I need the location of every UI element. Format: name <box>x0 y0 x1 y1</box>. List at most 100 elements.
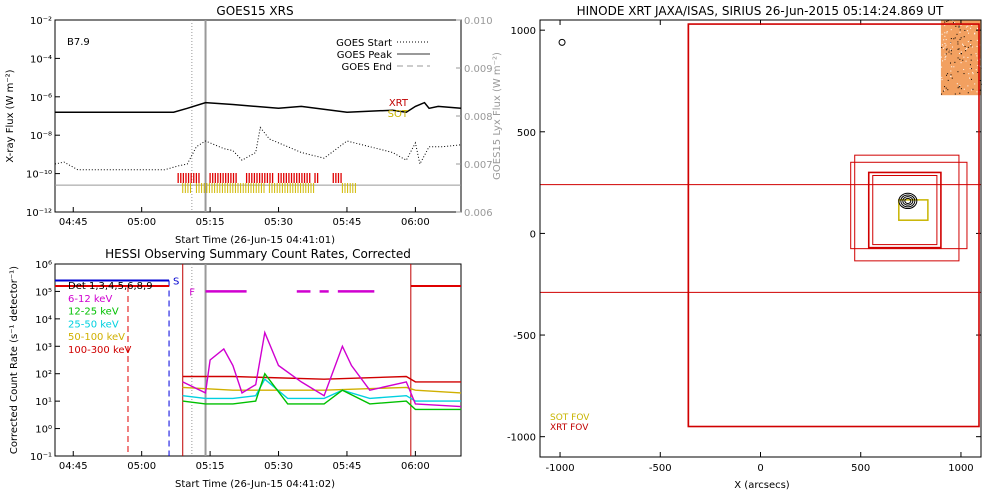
map-y-tick-label: -1000 <box>507 433 536 444</box>
xrt-image-pixel <box>954 22 956 24</box>
xrt-image-pixel <box>944 89 946 91</box>
goes-title: GOES15 XRS <box>216 4 293 18</box>
map-xlabel: X (arcsecs) <box>734 480 790 491</box>
goes-y-right-tick-label: 0.006 <box>464 208 493 219</box>
xrt-fov-box <box>850 161 968 250</box>
hessi-series-25-50-kev <box>182 378 461 402</box>
map-x-tick-label: 500 <box>851 463 870 474</box>
hessi-x-tick-label: 04:45 <box>59 461 88 472</box>
hessi-y-tick-label: 10³ <box>35 342 52 353</box>
goes-legend-label: GOES Peak <box>337 50 392 61</box>
map-plot-content: -1000 -500 0 500 1000 1000 500 0 -500 -1000 SOT FO… <box>507 20 982 474</box>
xrt-image-pixel <box>947 89 949 91</box>
xrt-image-pixel <box>942 47 944 49</box>
xrt-image-pixel <box>950 53 952 55</box>
map-x-tick-label: -1000 <box>546 463 575 474</box>
map-contour <box>902 196 914 206</box>
xrt-image-pixel <box>944 35 946 37</box>
hessi-series-6-12-kev <box>182 330 462 408</box>
hessi-y-tick-label: 10⁰ <box>35 425 52 436</box>
xrt-image-pixel <box>945 49 947 51</box>
goes-plot-content: 04:45 05:00 05:15 05:30 05:45 06:00 10⁻² 10⁻⁴ 10… <box>26 16 493 228</box>
hessi-series-12-25-kev <box>182 372 461 411</box>
xrt-image-pixel <box>950 29 952 31</box>
map-fov-legend-xrt-fov: XRT FOV <box>550 423 589 433</box>
xrt-image-pixel <box>946 48 948 50</box>
xrt-image-pixel <box>958 48 960 50</box>
xrt-image-pixel <box>958 26 960 28</box>
map-y-tick-label: -500 <box>513 331 536 342</box>
hessi-x-tick-label: 05:30 <box>264 461 293 472</box>
map-contour <box>900 194 916 208</box>
xrt-image-pixel <box>958 25 960 27</box>
hessi-y-tick-label: 10⁵ <box>35 287 52 298</box>
xrt-image-pixel <box>944 32 946 34</box>
goes-annotation: B7.9 <box>67 37 90 48</box>
goes-y-right-tick-label: 0.009 <box>464 64 493 75</box>
xrt-image-pixel <box>950 50 952 52</box>
xrt-image-pixel <box>968 73 970 75</box>
xrt-image-pixel <box>974 32 976 34</box>
xrt-image-pixel <box>960 62 962 64</box>
map-contour <box>904 197 912 204</box>
hessi-panel: HESSI Observing Summary Count Rates, Cor… <box>9 247 462 490</box>
xrt-image-pixel <box>965 50 967 52</box>
hessi-y-tick-label: 10² <box>35 370 52 381</box>
xrt-image-pixel <box>958 86 960 88</box>
xrt-image-pixel <box>977 71 979 73</box>
xrt-image-pixel <box>967 30 969 32</box>
hessi-legend-100-300-kev: 100-300 keV <box>68 345 132 356</box>
goes-y-tick-label: 10⁻⁴ <box>30 54 52 65</box>
xrt-image-pixel <box>941 93 943 95</box>
xrt-image-pixel <box>970 54 972 56</box>
goes-x-tick-label: 05:00 <box>127 217 156 228</box>
map-y-tick-label: 1000 <box>511 26 536 37</box>
xrt-image-pixel <box>976 55 978 57</box>
hessi-plot-content: 04:45 05:00 05:15 05:30 05:45 06:00 10⁶ 10⁵ 10⁴ 1… <box>30 260 462 472</box>
xrt-image-pixel <box>953 38 955 40</box>
xrt-image-pixel <box>977 59 979 61</box>
hessi-legend-det-1-3-4-5-6-8-9: Det 1,3,4,5,6,8,9 <box>68 281 153 292</box>
map-x-tick-label: 0 <box>757 463 763 474</box>
xrt-image-pixel <box>956 83 958 85</box>
xrt-image-pixel <box>976 91 978 93</box>
xrt-image-pixel <box>942 60 944 62</box>
xrt-image-pixel <box>963 36 965 38</box>
xrt-image-pixel <box>946 20 948 22</box>
xrt-image-pixel <box>945 87 947 89</box>
xrt-image-pixel <box>960 37 962 39</box>
xrt-image-pixel <box>953 22 955 24</box>
xrt-fov-box <box>872 174 938 246</box>
xrt-image-pixel <box>966 47 968 49</box>
xrt-image-pixel <box>959 92 961 94</box>
xrt-image-pixel <box>950 70 952 72</box>
hessi-legend-6-12-kev: 6-12 keV <box>68 294 112 305</box>
xrt-image-pixel <box>964 29 966 31</box>
xrt-image-pixel <box>959 58 961 60</box>
xrt-image-pixel <box>944 86 946 88</box>
xrt-image-pixel <box>950 42 952 44</box>
goes-series-goes-long <box>55 101 462 113</box>
xrt-image-pixel <box>957 43 959 45</box>
xrt-image-pixel <box>957 48 959 50</box>
goes-y-tick-label: 10⁻² <box>30 16 52 27</box>
xrt-image-pixel <box>952 20 954 22</box>
hessi-title: HESSI Observing Summary Count Rates, Cor… <box>105 247 411 261</box>
xrt-image-pixel <box>970 59 972 61</box>
xrt-image-pixel <box>950 75 952 77</box>
xrt-image-pixel <box>941 33 943 35</box>
map-x-tick-label: -500 <box>649 463 672 474</box>
xrt-image-pixel <box>947 79 949 81</box>
goes-xlabel: Start Time (26-Jun-15 04:41:01) <box>175 235 335 246</box>
xrt-image-pixel <box>958 53 960 55</box>
xrt-image-pixel <box>974 33 976 35</box>
goes-y-right-tick-label: 0.007 <box>464 160 493 171</box>
xrt-image-pixel <box>965 26 967 28</box>
xrt-image-pixel <box>949 62 951 64</box>
map-fov-legend-sot-fov: SOT FOV <box>550 413 590 423</box>
xrt-image-pixel <box>941 66 943 68</box>
goes-y-right-tick-label: 0.010 <box>464 16 493 27</box>
xrt-image-pixel <box>971 25 973 27</box>
hessi-marker-f: F <box>189 287 195 298</box>
xrt-image-pixel <box>979 80 981 82</box>
